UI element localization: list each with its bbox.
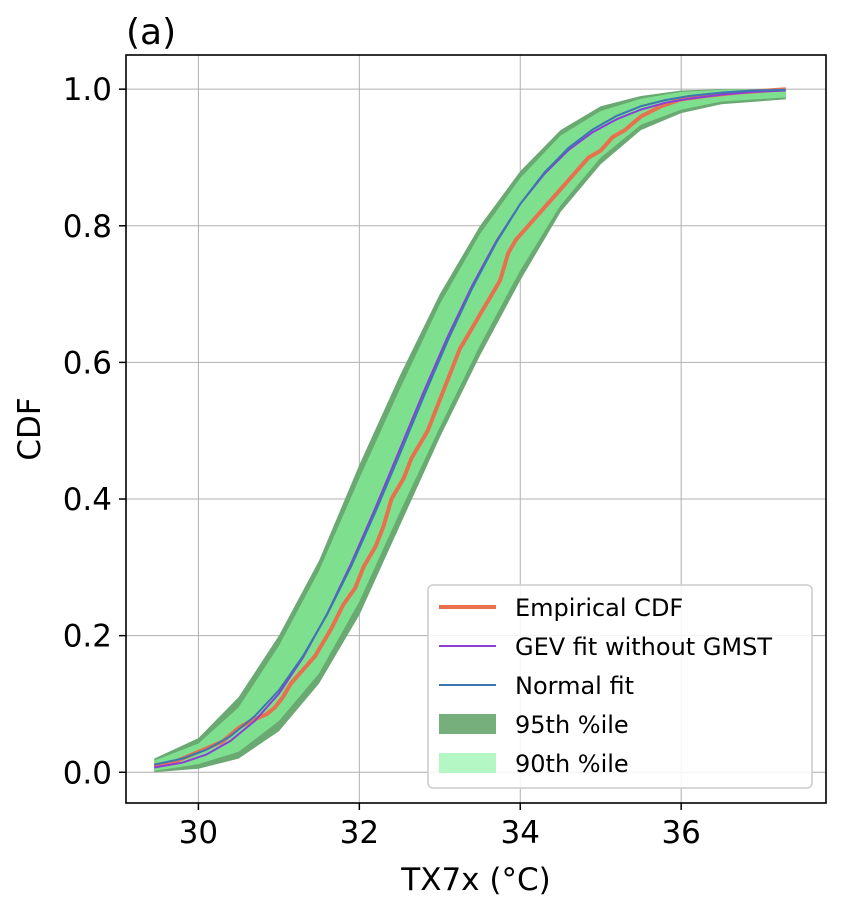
line-empirical-cdf (153, 87, 786, 768)
x-tick-label-2: 34 (501, 815, 540, 851)
x-axis-ticks: 30 32 34 36 (179, 803, 701, 851)
legend-label-normal: Normal fit (515, 672, 634, 700)
band-90th-percentile (154, 89, 786, 771)
x-tick-label-3: 36 (661, 815, 700, 851)
legend-box (427, 584, 813, 789)
series-lines (153, 87, 786, 769)
y-axis-label: CDF (12, 397, 48, 460)
legend: Empirical CDF GEV fit without GMST Norma… (427, 584, 813, 789)
y-tick-label-4: 0.8 (63, 209, 112, 245)
y-tick-label-0: 0.0 (63, 755, 112, 791)
y-tick-label-2: 0.4 (63, 482, 112, 518)
y-tick-label-1: 0.2 (63, 619, 112, 655)
percentile-bands (154, 89, 786, 773)
legend-swatch-95 (439, 714, 496, 734)
y-axis-ticks: 0.0 0.2 0.4 0.6 0.8 1.0 (63, 72, 126, 791)
x-tick-label-1: 32 (340, 815, 379, 851)
plot-frame (125, 54, 827, 804)
legend-label-90: 90th %ile (515, 750, 629, 778)
legend-label-gev: GEV fit without GMST (515, 633, 772, 661)
y-tick-label-3: 0.6 (63, 345, 112, 381)
x-tick-label-0: 30 (179, 815, 218, 851)
y-tick-label-5: 1.0 (63, 72, 112, 108)
legend-label-95: 95th %ile (515, 711, 629, 739)
panel-label: (a) (126, 12, 176, 53)
legend-swatch-90 (439, 753, 496, 773)
x-axis-label: TX7x (°C) (400, 862, 550, 898)
legend-label-empirical: Empirical CDF (515, 594, 683, 622)
line-normal-fit (153, 88, 786, 766)
line-gev-fit (154, 89, 786, 769)
